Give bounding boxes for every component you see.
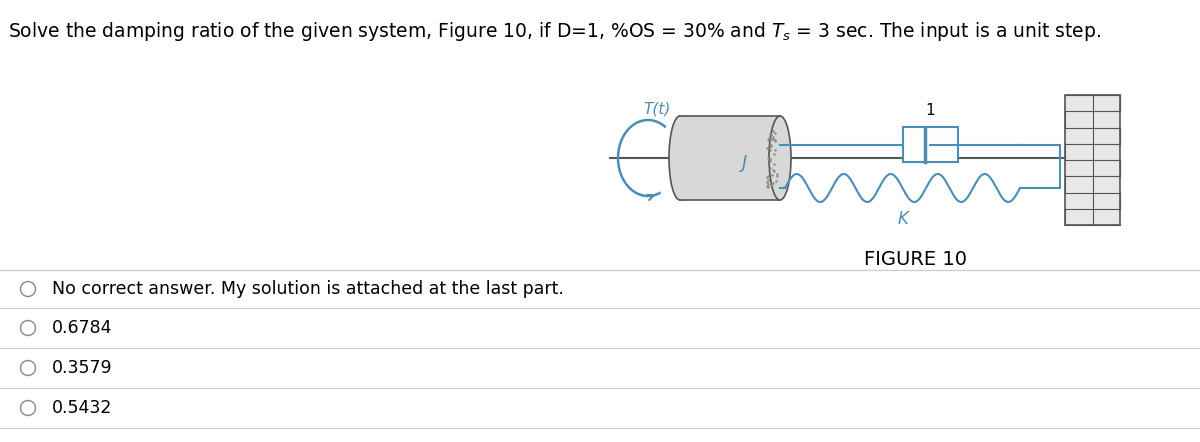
Text: 0.5432: 0.5432: [52, 399, 113, 417]
Text: FIGURE 10: FIGURE 10: [864, 250, 966, 269]
Text: T(t): T(t): [643, 101, 671, 116]
Text: 1: 1: [925, 103, 935, 118]
Bar: [1066, 95, 1120, 225]
Text: J: J: [743, 154, 748, 172]
Text: Solve the damping ratio of the given system, Figure 10, if D=1, %OS = 30% and $T: Solve the damping ratio of the given sys…: [8, 20, 1102, 43]
Bar: [680, 116, 780, 200]
Bar: [904, 127, 958, 162]
Text: K: K: [898, 210, 908, 228]
Ellipse shape: [670, 116, 691, 200]
Text: 0.6784: 0.6784: [52, 319, 113, 337]
Text: 0.3579: 0.3579: [52, 359, 113, 377]
Ellipse shape: [769, 116, 791, 200]
Text: No correct answer. My solution is attached at the last part.: No correct answer. My solution is attach…: [52, 280, 564, 298]
